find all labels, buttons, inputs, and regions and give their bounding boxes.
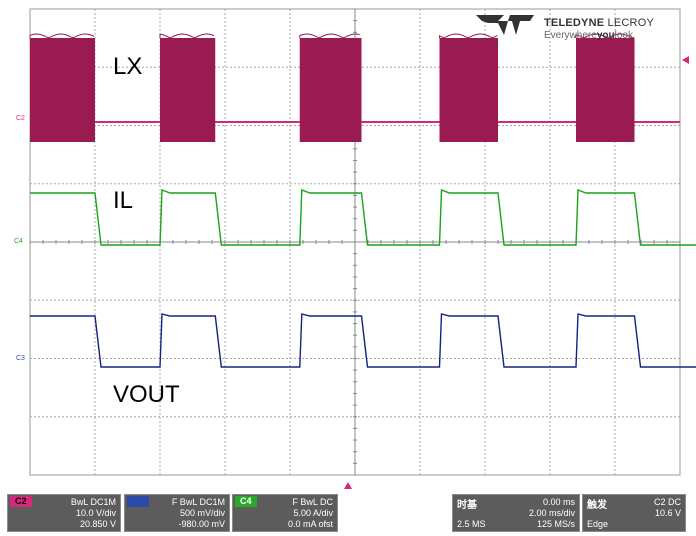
lx-burst bbox=[160, 38, 216, 142]
trace-label-vout: VOUT bbox=[113, 381, 180, 408]
lx-burst-edge bbox=[29, 33, 95, 39]
channel-info-panel: C2 BwL DC1M 10.0 V/div 20.850 V C3 F BwL… bbox=[0, 492, 696, 536]
c2-tag: C2 bbox=[10, 496, 32, 507]
lx-burst bbox=[299, 38, 362, 142]
trigger-level: 10.6 V bbox=[654, 508, 681, 518]
timebase-rate: 125 MS/s bbox=[536, 519, 575, 529]
oscilloscope-screen: TELEDYNE LECROY Everywhereyoulook LX IL … bbox=[14, 8, 696, 489]
timebase-title: 时基 bbox=[457, 500, 477, 511]
lx-burst-edge bbox=[159, 33, 215, 39]
il-waveform bbox=[30, 189, 696, 246]
trigger-source: C2 DC bbox=[653, 497, 681, 507]
lx-burst-edge bbox=[439, 33, 498, 39]
lx-burst bbox=[30, 38, 95, 142]
c2-ground-marker[interactable]: C2 bbox=[16, 115, 25, 122]
timebase-points: 2.5 MS bbox=[457, 519, 486, 529]
trigger-level-arrow-icon[interactable] bbox=[682, 56, 689, 64]
brand-tagline: Everywhereyoulook bbox=[544, 30, 633, 41]
c3-coupling: F BwL DC1M bbox=[171, 497, 225, 507]
trigger-position-arrow-icon[interactable] bbox=[344, 482, 352, 489]
brand-name: TELEDYNE LECROY bbox=[544, 17, 654, 29]
waveform-plot bbox=[29, 8, 696, 476]
c4-coupling: F BwL DC bbox=[292, 497, 333, 507]
trace-label-il: IL bbox=[113, 187, 134, 214]
timebase-delay: 0.00 ms bbox=[542, 497, 575, 507]
c2-descriptor[interactable]: C2 BwL DC1M 10.0 V/div 20.850 V bbox=[7, 494, 121, 532]
trigger-title: 触发 bbox=[587, 500, 607, 511]
lx-burst bbox=[576, 38, 635, 142]
trigger-descriptor[interactable]: 触发 C2 DC 10.6 V Edge bbox=[582, 494, 686, 532]
vout-waveform bbox=[30, 313, 696, 368]
lx-burst bbox=[439, 38, 498, 142]
trace-label-lx: LX bbox=[113, 53, 143, 80]
trigger-mode: Edge bbox=[587, 519, 609, 529]
c2-scale: 10.0 V/div bbox=[75, 508, 116, 518]
c4-tag: C4 bbox=[235, 496, 257, 507]
c4-ground-marker[interactable]: C4 bbox=[14, 238, 23, 245]
c3-scale: 500 mV/div bbox=[179, 508, 225, 518]
c4-descriptor[interactable]: C4 F BwL DC 5.00 A/div 0.0 mA ofst bbox=[232, 494, 338, 532]
c4-scale: 5.00 A/div bbox=[293, 508, 333, 518]
c3-ground-marker[interactable]: C3 bbox=[16, 355, 25, 362]
c2-coupling: BwL DC1M bbox=[70, 497, 116, 507]
c4-offset: 0.0 mA ofst bbox=[287, 519, 333, 529]
teledyne-bird-icon bbox=[476, 15, 534, 35]
teledyne-lecroy-logo: TELEDYNE LECROY Everywhereyoulook bbox=[474, 13, 686, 47]
timebase-scale: 2.00 ms/div bbox=[528, 508, 575, 518]
c2-offset: 20.850 V bbox=[79, 519, 116, 529]
c3-offset: -980.00 mV bbox=[178, 519, 225, 529]
lx-burst-edge bbox=[575, 33, 635, 39]
c3-descriptor[interactable]: C3 F BwL DC1M 500 mV/div -980.00 mV bbox=[124, 494, 230, 532]
timebase-descriptor[interactable]: 时基 0.00 ms 2.00 ms/div 2.5 MS 125 MS/s bbox=[452, 494, 580, 532]
lx-burst-edge bbox=[299, 33, 360, 39]
c3-tag: C3 bbox=[127, 496, 149, 507]
